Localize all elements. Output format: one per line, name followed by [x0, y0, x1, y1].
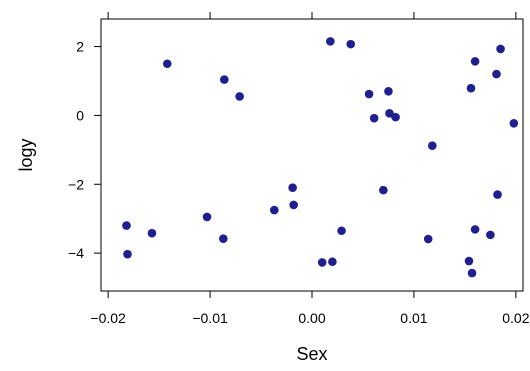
data-point [202, 212, 212, 222]
data-point [423, 234, 433, 244]
x-tick-label: −0.01 [192, 310, 228, 326]
data-point [486, 230, 495, 240]
data-point [470, 57, 480, 66]
data-point [147, 228, 157, 238]
data-point [470, 225, 480, 234]
data-point [289, 200, 298, 210]
data-point [269, 205, 279, 215]
y-tick-label: −2 [68, 176, 84, 192]
data-point [492, 69, 501, 79]
data-points [122, 37, 519, 278]
y-tick-label: 0 [76, 107, 84, 123]
y-tick-label: 2 [76, 39, 84, 55]
x-tick-label: 0.02 [502, 310, 529, 326]
y-tick-label: −4 [68, 245, 84, 261]
data-point [466, 83, 476, 93]
data-point [496, 44, 505, 54]
data-point [235, 92, 244, 101]
data-point [379, 185, 388, 195]
data-point [391, 112, 400, 122]
data-point [326, 37, 335, 46]
data-point [317, 258, 327, 267]
data-point [123, 249, 132, 259]
x-tick-label: 0.00 [298, 310, 325, 326]
data-point [364, 89, 374, 99]
x-tick-label: −0.02 [90, 310, 126, 326]
x-axis-title: Sex [296, 344, 327, 364]
data-point [346, 39, 356, 49]
y-axis: −4 −2 0 2 [68, 39, 101, 261]
data-point [122, 221, 131, 230]
data-point [328, 257, 337, 267]
data-point [220, 75, 229, 84]
x-tick-label: 0.01 [400, 310, 427, 326]
y-axis-title: logy [16, 138, 36, 171]
data-point [467, 268, 477, 278]
data-point [337, 226, 346, 236]
data-point [493, 190, 502, 199]
data-point [509, 119, 519, 128]
data-point [464, 256, 474, 266]
data-point [162, 59, 172, 69]
data-point [369, 113, 379, 123]
data-point [219, 234, 228, 243]
data-point [384, 87, 393, 96]
x-axis: −0.02 −0.01 0.00 0.01 0.02 [90, 12, 530, 326]
plot-area-frame [100, 18, 524, 292]
data-point [427, 141, 437, 151]
data-point [288, 183, 297, 193]
